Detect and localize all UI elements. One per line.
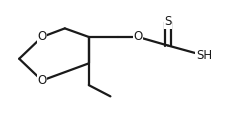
Text: S: S [164, 15, 172, 28]
Text: O: O [37, 30, 47, 43]
Text: O: O [37, 74, 47, 87]
Text: O: O [133, 30, 143, 43]
Text: SH: SH [196, 49, 212, 62]
